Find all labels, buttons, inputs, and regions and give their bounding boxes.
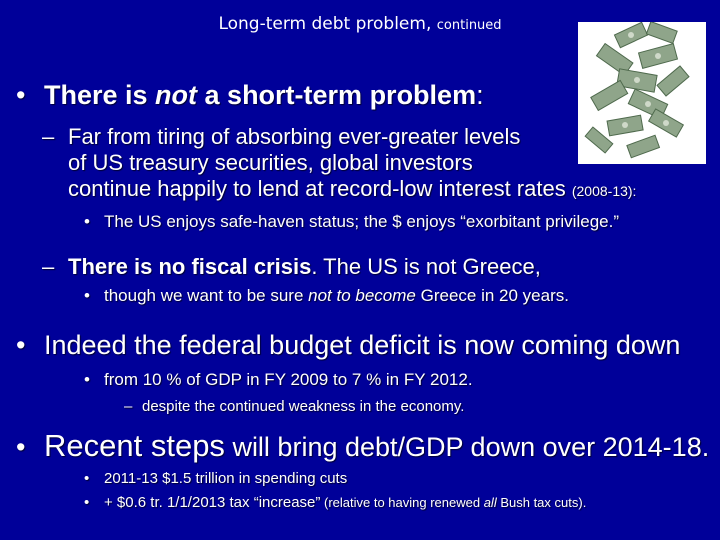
dash-marker: – [42, 124, 55, 149]
b1-italic: not [155, 80, 198, 110]
sub2-point-italic: not to become [308, 286, 416, 305]
title-continued: continued [436, 18, 502, 33]
sub1-line3-row: continue happily to lend at record-low i… [42, 176, 636, 204]
bullet-marker: • [84, 370, 90, 389]
b3-rest: will bring debt/GDP down over 2014-18. [224, 432, 710, 462]
sub1-years: (2008-13): [571, 183, 637, 199]
point-greece: • though we want to be sure not to become… [84, 286, 569, 306]
b3-point2-note-pre: (relative to having renewed [320, 495, 484, 510]
sub1-point: The US enjoys safe-haven status; the $ e… [104, 212, 619, 231]
b3-point1: 2011-13 $1.5 trillion in spending cuts [104, 470, 348, 487]
dash-marker: – [42, 254, 55, 279]
b3-point2-note: (relative to having renewed all Bush tax… [320, 495, 586, 510]
b1-post: a short-term problem [197, 80, 477, 110]
bullet-marker: • [16, 432, 26, 462]
sub2-point-pre: though we want to be sure [104, 286, 309, 305]
flying-dollar-bills-image [578, 20, 706, 164]
dollar-bills-icon [584, 20, 690, 159]
bullet-deficit: • Indeed the federal budget deficit is no… [16, 330, 680, 361]
point-spending-cuts: • 2011-13 $1.5 trillion in spending cuts [84, 470, 347, 487]
point-gdp: • from 10 % of GDP in FY 2009 to 7 % in F… [84, 370, 473, 390]
sub1-line1-row: – Far from tiring of absorbing ever-great… [42, 124, 636, 150]
b3-large: Recent steps [44, 428, 225, 463]
b2-subpoint: despite the continued weakness in the ec… [142, 398, 465, 415]
sub2-point-post: Greece in 20 years. [415, 286, 569, 305]
sub1-line2: of US treasury securities, global invest… [68, 150, 473, 175]
bullet-marker: • [84, 286, 90, 305]
sub1-line1: Far from tiring of absorbing ever-greate… [68, 124, 521, 149]
sub-investors: – Far from tiring of absorbing ever-great… [42, 124, 636, 204]
bullet-marker: • [84, 212, 90, 231]
b3-point2-note-italic: all [483, 495, 497, 510]
bullet-marker: • [16, 330, 26, 360]
b2-text: Indeed the federal budget deficit is now… [44, 330, 681, 360]
point-tax-increase: • + $0.6 tr. 1/1/2013 tax “increase” (rel… [84, 494, 586, 511]
sub-no-crisis: – There is no fiscal crisis. The US is no… [42, 254, 541, 280]
bullet-short-term: • There is not a short-term problem: [16, 80, 484, 111]
slide-title: Long-term debt problem, continued [0, 14, 720, 34]
subpoint-weakness: – despite the continued weakness in the e… [124, 398, 464, 415]
sub2-bold: There is no fiscal crisis [68, 254, 312, 279]
dash-marker: – [124, 398, 133, 415]
b3-point2-main: + $0.6 tr. 1/1/2013 tax “increase” [104, 494, 321, 511]
b3-point2-note-post: Bush tax cuts). [496, 495, 587, 510]
bullet-marker: • [84, 494, 90, 511]
bullet-marker: • [16, 80, 26, 110]
b1-pre: There is [44, 80, 156, 110]
sub1-line3: continue happily to lend at record-low i… [68, 176, 566, 201]
point-safe-haven: • The US enjoys safe-haven status; the $ … [84, 212, 619, 232]
bullet-marker: • [84, 470, 90, 487]
b2-point: from 10 % of GDP in FY 2009 to 7 % in FY… [104, 370, 473, 389]
b1-colon: : [476, 80, 484, 110]
bullet-recent-steps: • Recent steps will bring debt/GDP down o… [16, 428, 709, 464]
sub2-rest: . The US is not Greece, [311, 254, 541, 279]
title-main: Long-term debt problem, [218, 14, 432, 34]
